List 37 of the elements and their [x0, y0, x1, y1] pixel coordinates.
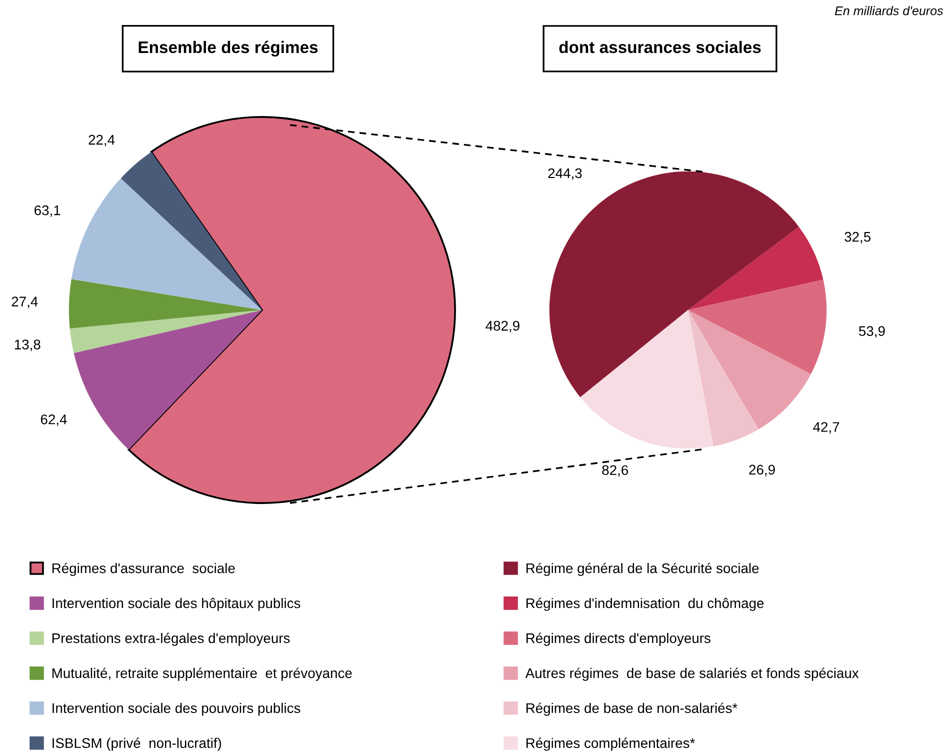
- data-label: 22,4: [88, 134, 115, 146]
- data-label: 482,9: [486, 320, 520, 332]
- pie-slice: [580, 310, 714, 449]
- legend-label: Régimes d'assurance sociale: [52, 562, 235, 576]
- chart-title: Ensemble des régimes: [138, 40, 318, 57]
- pie-slice: [68, 279, 262, 328]
- data-label: 63,1: [34, 205, 60, 217]
- data-label: 244,3: [548, 168, 582, 180]
- legend-label: Régimes de base de non-salariés*: [526, 702, 738, 716]
- legend-label: Régimes directs d'employeurs: [526, 632, 710, 646]
- data-label: 62,4: [40, 414, 67, 426]
- data-label: 27,4: [12, 296, 38, 308]
- legend-label: Régimes d'indemnisation du chômage: [526, 598, 764, 611]
- pie-slice: [688, 310, 811, 430]
- data-label: 53,9: [858, 326, 885, 338]
- data-label: 26,9: [749, 464, 775, 476]
- pie-slice: [70, 310, 262, 354]
- text: En milliards d'euros: [834, 6, 944, 16]
- data-label: 42,7: [813, 422, 840, 434]
- pie-slice: [74, 310, 262, 450]
- pie-slice: [120, 152, 262, 310]
- legend-label: Mutualité, retraite supplémentaire et prévoyance: [52, 668, 352, 681]
- data-label: 13,8: [14, 340, 40, 352]
- legend-label: Régime général de la Sécurité sociale: [526, 562, 759, 576]
- legend-label: Intervention sociale des hôpitaux publics: [52, 598, 300, 611]
- data-label: 82,6: [602, 465, 628, 477]
- pie-slice: [71, 178, 262, 310]
- legend-label: Régimes complémentaires*: [526, 738, 695, 751]
- legend-label: Autres régimes de base de salariés et fonds spéciaux: [525, 668, 859, 681]
- pie-slice: [688, 310, 759, 446]
- legend-label: Intervention sociale des pouvoirs publics: [52, 702, 300, 716]
- pie-slice: [688, 226, 824, 310]
- legend-label: ISBLSM (privé non-lucratif): [52, 738, 222, 751]
- chart-title: dont assurances sociales: [559, 40, 761, 54]
- data-label: 32,5: [844, 232, 871, 244]
- pie-slice: [688, 280, 827, 374]
- legend-label: Prestations extra-légales d'employeurs: [52, 632, 290, 646]
